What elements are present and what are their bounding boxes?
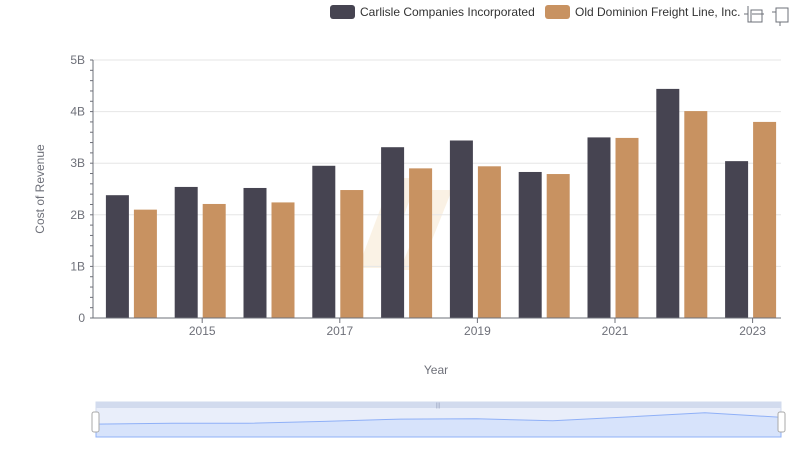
bar-old-dominion-2014[interactable] xyxy=(133,209,157,318)
legend-item-old-dominion[interactable]: Old Dominion Freight Line, Inc. xyxy=(545,5,740,19)
x-tick-labels: 2015 2017 2019 2021 2023 xyxy=(189,318,766,338)
legend-item-carlisle[interactable]: Carlisle Companies Incorporated xyxy=(330,5,535,19)
bar-old-dominion-2022[interactable] xyxy=(684,111,708,318)
bar-carlisle-2018[interactable] xyxy=(381,147,405,318)
x-axis-title: Year xyxy=(424,363,448,377)
y-tick-labels: 0 1B 2B 3B 4B 5B xyxy=(70,53,85,325)
x-tick-label: 2017 xyxy=(326,324,353,338)
x-tick-label: 2015 xyxy=(189,324,216,338)
bar-old-dominion-2020[interactable] xyxy=(546,174,570,318)
bar-carlisle-2023[interactable] xyxy=(725,161,749,318)
watermark-logo xyxy=(358,178,452,270)
bar-old-dominion-2023[interactable] xyxy=(753,121,777,318)
zoom-select-icon[interactable] xyxy=(744,6,764,23)
zoom-handle-left[interactable] xyxy=(91,411,100,433)
bar-carlisle-2019[interactable] xyxy=(449,140,473,318)
bar-carlisle-2020[interactable] xyxy=(518,171,542,318)
y-tick-label: 0 xyxy=(78,311,85,325)
bar-series-group xyxy=(105,88,777,318)
bar-old-dominion-2021[interactable] xyxy=(615,137,639,318)
y-tick-label: 5B xyxy=(70,53,85,67)
zoom-grip-icon: ||| xyxy=(436,403,441,409)
x-tick-label: 2021 xyxy=(602,324,629,338)
legend-swatch-carlisle xyxy=(330,5,355,19)
bar-carlisle-2014[interactable] xyxy=(105,195,129,318)
y-tick-label: 2B xyxy=(70,208,85,222)
legend-swatch-old-dominion xyxy=(545,5,570,19)
axes xyxy=(90,59,781,319)
x-tick-label: 2023 xyxy=(739,324,766,338)
zoom-preview-area xyxy=(95,412,782,438)
bar-carlisle-2021[interactable] xyxy=(587,137,611,318)
bar-old-dominion-2015[interactable] xyxy=(202,203,226,318)
bar-carlisle-2015[interactable] xyxy=(174,186,198,318)
bar-carlisle-2022[interactable] xyxy=(656,88,680,318)
bar-carlisle-2017[interactable] xyxy=(312,165,336,318)
zoom-handle-right[interactable] xyxy=(777,411,786,433)
y-axis-title: Cost of Revenue xyxy=(33,144,47,234)
y-tick-label: 4B xyxy=(70,105,85,119)
zoom-selection-bar[interactable] xyxy=(96,402,781,408)
y-tick-label: 1B xyxy=(70,259,85,273)
bar-old-dominion-2018[interactable] xyxy=(409,168,433,318)
bar-old-dominion-2017[interactable] xyxy=(340,190,364,318)
bar-old-dominion-2016[interactable] xyxy=(271,202,295,318)
legend-label-old-dominion: Old Dominion Freight Line, Inc. xyxy=(575,5,740,19)
zoom-restore-icon[interactable] xyxy=(772,7,789,26)
x-tick-label: 2019 xyxy=(464,324,491,338)
legend-label-carlisle: Carlisle Companies Incorporated xyxy=(360,5,535,19)
bar-old-dominion-2019[interactable] xyxy=(477,166,501,318)
y-tick-label: 3B xyxy=(70,156,85,170)
legend: Carlisle Companies Incorporated Old Domi… xyxy=(330,5,740,19)
data-zoom-slider[interactable]: ||| xyxy=(91,401,786,438)
bar-carlisle-2016[interactable] xyxy=(243,187,267,318)
